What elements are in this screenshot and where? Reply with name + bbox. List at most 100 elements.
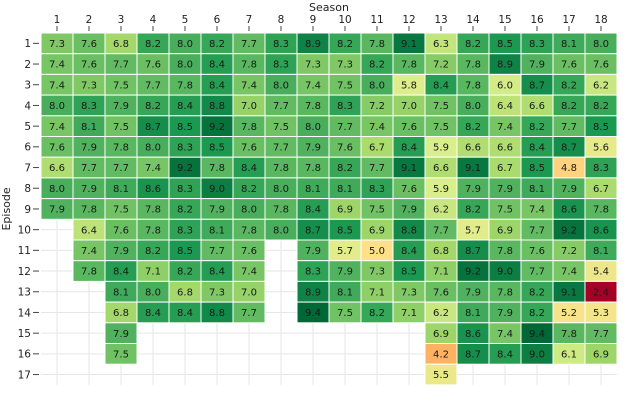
cell-value-label: 6.9 bbox=[497, 225, 513, 236]
cell-value-label: 7.3 bbox=[209, 287, 225, 298]
cell-value-label: 7.4 bbox=[497, 329, 513, 340]
cell-value-label: 6.6 bbox=[529, 101, 545, 112]
cell-value-label: 8.0 bbox=[273, 184, 289, 195]
cell-value-label: 8.3 bbox=[273, 39, 289, 50]
y-tick-label: 4 bbox=[24, 100, 31, 112]
cell-value-label: 7.8 bbox=[497, 246, 513, 257]
cell-value-label: 7.0 bbox=[241, 101, 257, 112]
cell-value-label: 6.4 bbox=[497, 101, 513, 112]
cell-value-label: 6.9 bbox=[433, 329, 449, 340]
cell-value-label: 8.9 bbox=[497, 60, 513, 71]
cell-value-label: 7.8 bbox=[177, 80, 193, 91]
y-tick-label: 16 bbox=[18, 349, 32, 361]
cell-value-label: 7.7 bbox=[113, 163, 129, 174]
y-tick-label: 14 bbox=[18, 307, 32, 319]
cell-value-label: 8.0 bbox=[273, 225, 289, 236]
cell-value-label: 6.9 bbox=[593, 349, 609, 360]
cell-value-label: 5.9 bbox=[433, 142, 449, 153]
cell-value-label: 6.9 bbox=[337, 205, 353, 216]
cell-value-label: 7.9 bbox=[113, 101, 129, 112]
cell-value-label: 8.7 bbox=[145, 122, 161, 133]
cell-value-label: 8.0 bbox=[369, 80, 385, 91]
cell-value-label: 7.8 bbox=[465, 80, 481, 91]
y-tick-label: 5 bbox=[24, 121, 31, 133]
y-tick-label: 12 bbox=[18, 266, 31, 278]
x-tick-label: 13 bbox=[434, 14, 447, 26]
x-tick-label: 5 bbox=[182, 14, 189, 26]
cell-value-label: 8.2 bbox=[369, 60, 385, 71]
cell-value-label: 7.6 bbox=[241, 142, 257, 153]
cell-value-label: 7.4 bbox=[241, 80, 257, 91]
y-tick-label: 13 bbox=[18, 287, 31, 299]
cell-value-label: 8.1 bbox=[465, 308, 481, 319]
cell-value-label: 7.9 bbox=[337, 267, 353, 278]
cell-value-label: 5.9 bbox=[433, 184, 449, 195]
cell-value-label: 7.1 bbox=[433, 267, 449, 278]
y-tick-label: 6 bbox=[24, 142, 31, 154]
cell-value-label: 7.2 bbox=[369, 101, 385, 112]
cell-value-label: 8.5 bbox=[337, 225, 353, 236]
cell-value-label: 7.7 bbox=[369, 163, 385, 174]
x-tick-label: 4 bbox=[150, 14, 157, 26]
cell-value-label: 8.1 bbox=[113, 184, 129, 195]
cell-value-label: 7.7 bbox=[593, 329, 609, 340]
cell-value-label: 8.6 bbox=[561, 205, 577, 216]
cell-value-label: 8.2 bbox=[561, 80, 577, 91]
cell-value-label: 7.7 bbox=[337, 122, 353, 133]
cell-value-label: 7.8 bbox=[241, 122, 257, 133]
cell-value-label: 8.7 bbox=[465, 349, 481, 360]
cell-value-label: 9.0 bbox=[529, 349, 545, 360]
cell-value-label: 5.6 bbox=[593, 142, 609, 153]
cell-value-label: 8.9 bbox=[305, 39, 321, 50]
cell-value-label: 7.0 bbox=[401, 101, 417, 112]
cell-value-label: 7.8 bbox=[561, 329, 577, 340]
cell-value-label: 8.0 bbox=[177, 39, 193, 50]
cell-value-label: 8.2 bbox=[177, 267, 193, 278]
y-tick-label: 10 bbox=[18, 224, 31, 236]
cell-value-label: 6.9 bbox=[369, 225, 385, 236]
cell-value-label: 7.8 bbox=[273, 205, 289, 216]
cell-value-label: 9.2 bbox=[209, 122, 225, 133]
cell-value-label: 7.9 bbox=[401, 205, 417, 216]
y-tick-label: 17 bbox=[18, 369, 31, 381]
cell-value-label: 7.6 bbox=[81, 39, 97, 50]
cell-value-label: 9.2 bbox=[561, 225, 577, 236]
x-tick-label: 14 bbox=[466, 14, 480, 26]
cell-value-label: 6.2 bbox=[593, 80, 609, 91]
cell-value-label: 7.8 bbox=[145, 225, 161, 236]
cell-value-label: 9.4 bbox=[529, 329, 545, 340]
cell-value-label: 7.9 bbox=[209, 205, 225, 216]
cell-value-label: 6.0 bbox=[497, 80, 513, 91]
y-tick-label: 3 bbox=[24, 80, 31, 92]
cell-value-label: 7.5 bbox=[497, 205, 513, 216]
cell-value-label: 8.0 bbox=[465, 101, 481, 112]
cell-value-label: 6.8 bbox=[113, 308, 129, 319]
cell-value-label: 7.9 bbox=[497, 308, 513, 319]
cell-value-label: 7.8 bbox=[273, 163, 289, 174]
cell-value-label: 8.7 bbox=[465, 246, 481, 257]
cell-value-label: 9.0 bbox=[209, 184, 225, 195]
x-tick-label: 10 bbox=[338, 14, 351, 26]
cell-value-label: 4.8 bbox=[561, 163, 577, 174]
cell-value-label: 8.5 bbox=[529, 163, 545, 174]
cell-value-label: 7.4 bbox=[49, 122, 65, 133]
cell-value-label: 5.3 bbox=[593, 308, 609, 319]
cell-value-label: 7.3 bbox=[369, 267, 385, 278]
cell-value-label: 7.4 bbox=[497, 122, 513, 133]
cell-value-label: 8.4 bbox=[241, 163, 257, 174]
cell-value-label: 8.4 bbox=[209, 60, 225, 71]
cell-value-label: 8.0 bbox=[177, 60, 193, 71]
x-tick-label: 2 bbox=[86, 14, 93, 26]
cell-value-label: 7.9 bbox=[49, 205, 65, 216]
y-tick-label: 8 bbox=[24, 183, 31, 195]
cell-value-label: 7.5 bbox=[369, 205, 385, 216]
cell-value-label: 8.1 bbox=[305, 184, 321, 195]
cell-value-label: 8.1 bbox=[337, 287, 353, 298]
x-tick-label: 11 bbox=[370, 14, 383, 26]
cell-value-label: 7.9 bbox=[497, 184, 513, 195]
y-tick-label: 15 bbox=[18, 328, 31, 340]
cell-value-label: 6.8 bbox=[177, 287, 193, 298]
cell-value-label: 6.7 bbox=[593, 184, 609, 195]
